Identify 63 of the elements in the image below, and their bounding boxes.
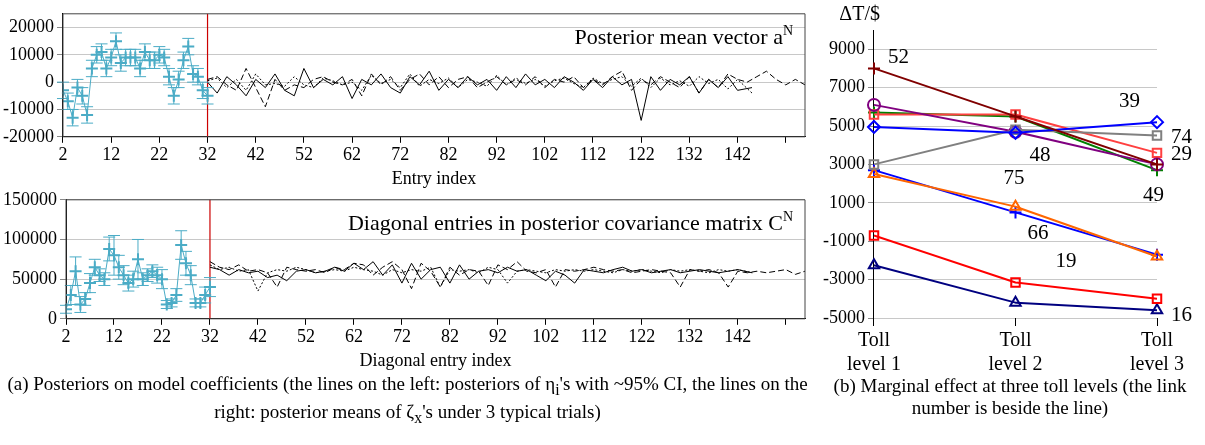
x-tick-label: 12 bbox=[104, 326, 123, 347]
x-tick-label: 42 bbox=[248, 326, 267, 347]
x-tick-label: 52 bbox=[296, 326, 315, 347]
x-tick-label: 32 bbox=[198, 144, 217, 165]
x-tick-label: 112 bbox=[580, 326, 608, 347]
x-tick-label: 62 bbox=[344, 326, 363, 347]
x-tick-label: 102 bbox=[531, 144, 559, 165]
y-tick-label: -3000 bbox=[822, 268, 865, 289]
x-tick-label: 122 bbox=[628, 326, 656, 347]
y-tick-label: 50000 bbox=[12, 267, 57, 288]
x-tick-label: Toll level 1 bbox=[847, 328, 901, 375]
series-label: 48 bbox=[1029, 141, 1051, 166]
series-label: 39 bbox=[1119, 88, 1140, 113]
x-tick-label: 2 bbox=[58, 144, 68, 165]
x-tick-label: 22 bbox=[150, 144, 169, 165]
y-tick-label: 1000 bbox=[828, 191, 865, 212]
x-tick-label: 142 bbox=[724, 326, 752, 347]
x-tick-label: Toll level 2 bbox=[988, 328, 1043, 375]
x-tick-label: 112 bbox=[579, 144, 607, 165]
series-label: 66 bbox=[1027, 220, 1049, 245]
x-tick-label: 142 bbox=[724, 144, 752, 165]
x-tick-label: 132 bbox=[676, 326, 704, 347]
x-tick-label: 132 bbox=[675, 144, 703, 165]
series-label: 49 bbox=[1143, 182, 1164, 207]
x-tick-label: 82 bbox=[439, 144, 458, 165]
y-tick-label: 3000 bbox=[828, 153, 865, 174]
y-tick-label: -10000 bbox=[2, 98, 54, 119]
x-tick-label: Toll level 3 bbox=[1130, 328, 1184, 375]
y-tick-label: -20000 bbox=[2, 125, 54, 146]
y-tick-label: 0 bbox=[44, 70, 54, 91]
x-tick-label: 92 bbox=[488, 326, 507, 347]
y-tick-label: 9000 bbox=[828, 37, 865, 58]
x-axis-title: Entry index bbox=[391, 167, 477, 188]
y-tick-label: -5000 bbox=[822, 306, 865, 327]
y-tick-label: 5000 bbox=[828, 114, 865, 135]
y-tick-label: 100000 bbox=[3, 228, 57, 249]
x-tick-label: 102 bbox=[532, 326, 560, 347]
x-tick-label: 32 bbox=[200, 326, 219, 347]
series-label: 75 bbox=[1003, 164, 1025, 189]
x-tick-label: 52 bbox=[294, 144, 313, 165]
y-tick-label: -1000 bbox=[822, 229, 865, 250]
x-tick-label: 72 bbox=[392, 326, 411, 347]
series-label: 16 bbox=[1171, 302, 1192, 327]
text: (b) Marginal effect at three toll levels (the link number is beside the line) bbox=[832, 375, 1188, 419]
x-tick-label: 22 bbox=[152, 326, 171, 347]
x-tick-label: 12 bbox=[102, 144, 121, 165]
y-tick-label: 7000 bbox=[828, 76, 865, 97]
y-tick-label: 150000 bbox=[3, 188, 57, 209]
x-tick-label: 92 bbox=[487, 144, 506, 165]
y-tick-label: 10000 bbox=[8, 43, 54, 64]
x-tick-label: 62 bbox=[343, 144, 362, 165]
text: (a) Posteriors on model coefficients (the lines on the left: posteriors of η$_{i}$'s with ~95% CI, the lines on the right: posterior means of ζ$_{x}$'s under 3 typical trials) bbox=[7, 373, 808, 426]
x-tick-label: 72 bbox=[391, 144, 410, 165]
x-tick-label: 82 bbox=[440, 326, 459, 347]
series-label: 19 bbox=[1055, 248, 1077, 273]
x-tick-label: 2 bbox=[61, 326, 71, 347]
x-axis-title: Diagonal entry index bbox=[359, 349, 512, 370]
y-axis-title: ΔT/$ bbox=[839, 2, 880, 24]
x-tick-label: 42 bbox=[246, 144, 265, 165]
y-tick-label: 0 bbox=[48, 307, 57, 328]
y-tick-label: 20000 bbox=[8, 16, 54, 37]
series-label: 52 bbox=[887, 44, 909, 69]
x-tick-label: 122 bbox=[627, 144, 655, 165]
